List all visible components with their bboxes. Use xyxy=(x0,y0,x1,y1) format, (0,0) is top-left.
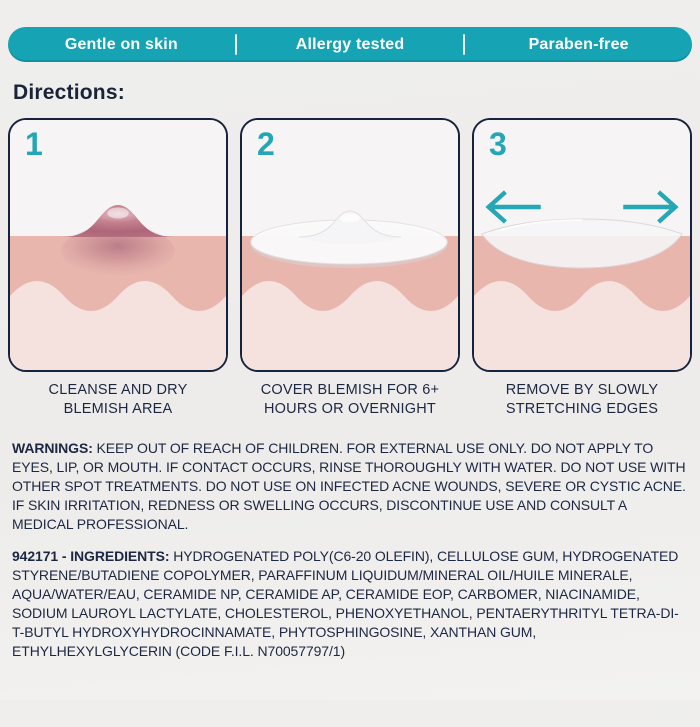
claims-banner: Gentle on skin Allergy tested Paraben-fr… xyxy=(8,27,692,62)
claim-allergy-tested: Allergy tested xyxy=(295,35,405,53)
warnings-text: KEEP OUT OF REACH OF CHILDREN. FOR EXTER… xyxy=(12,440,686,533)
directions-steps: 1 xyxy=(8,118,692,372)
step-3-caption: REMOVE BY SLOWLY STRETCHING EDGES xyxy=(505,382,659,417)
patch-removal-illustration xyxy=(474,120,690,370)
ingredients-text: HYDROGENATED POLY(C6-20 OLEFIN), CELLULO… xyxy=(12,548,679,660)
step-2-caption: COVER BLEMISH FOR 6+ HOURS OR OVERNIGHT xyxy=(260,382,440,417)
step-captions: CLEANSE AND DRY BLEMISH AREA COVER BLEMI… xyxy=(8,381,692,418)
step-3-panel: 3 xyxy=(472,118,692,372)
product-label-back-panel: Gentle on skin Allergy tested Paraben-fr… xyxy=(0,27,700,727)
step-2-number: 2 xyxy=(257,126,275,162)
warnings-paragraph: WARNINGS: KEEP OUT OF REACH OF CHILDREN.… xyxy=(12,439,688,534)
step-1-caption: CLEANSE AND DRY BLEMISH AREA xyxy=(48,382,188,417)
blemish-illustration xyxy=(10,120,226,370)
step-2-panel: 2 xyxy=(240,118,460,372)
stretch-arrows-icon xyxy=(485,190,679,224)
warnings-label: WARNINGS: xyxy=(12,440,93,457)
step-3-number: 3 xyxy=(489,126,507,162)
banner-divider xyxy=(234,34,237,55)
step-1-panel: 1 xyxy=(8,118,228,372)
step-1-number: 1 xyxy=(25,126,43,162)
claim-paraben-free: Paraben-free xyxy=(528,35,629,53)
banner-divider xyxy=(463,34,466,55)
ingredients-label: 942171 - INGREDIENTS: xyxy=(12,548,170,565)
claim-gentle-on-skin: Gentle on skin xyxy=(64,35,178,53)
ingredients-paragraph: 942171 - INGREDIENTS: HYDROGENATED POLY(… xyxy=(12,547,688,661)
directions-heading: Directions: xyxy=(13,81,125,104)
patch-applied-illustration xyxy=(242,120,458,370)
